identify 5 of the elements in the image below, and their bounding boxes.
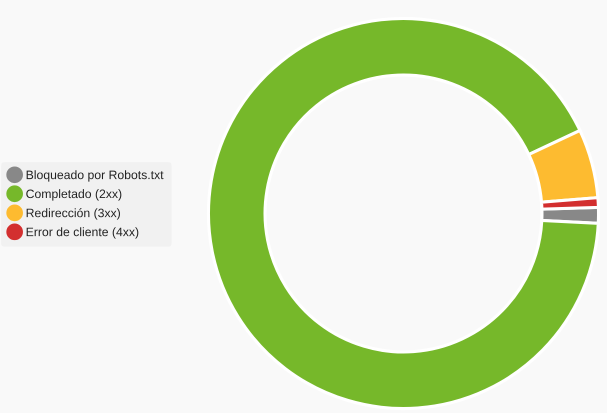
legend-label: Completado (2xx) [26,189,122,201]
legend-label: Redirección (3xx) [26,208,120,220]
legend-label: Error de cliente (4xx) [26,227,138,239]
legend-label: Bloqueado por Robots.txt [26,170,164,182]
donut-slice [206,16,600,410]
